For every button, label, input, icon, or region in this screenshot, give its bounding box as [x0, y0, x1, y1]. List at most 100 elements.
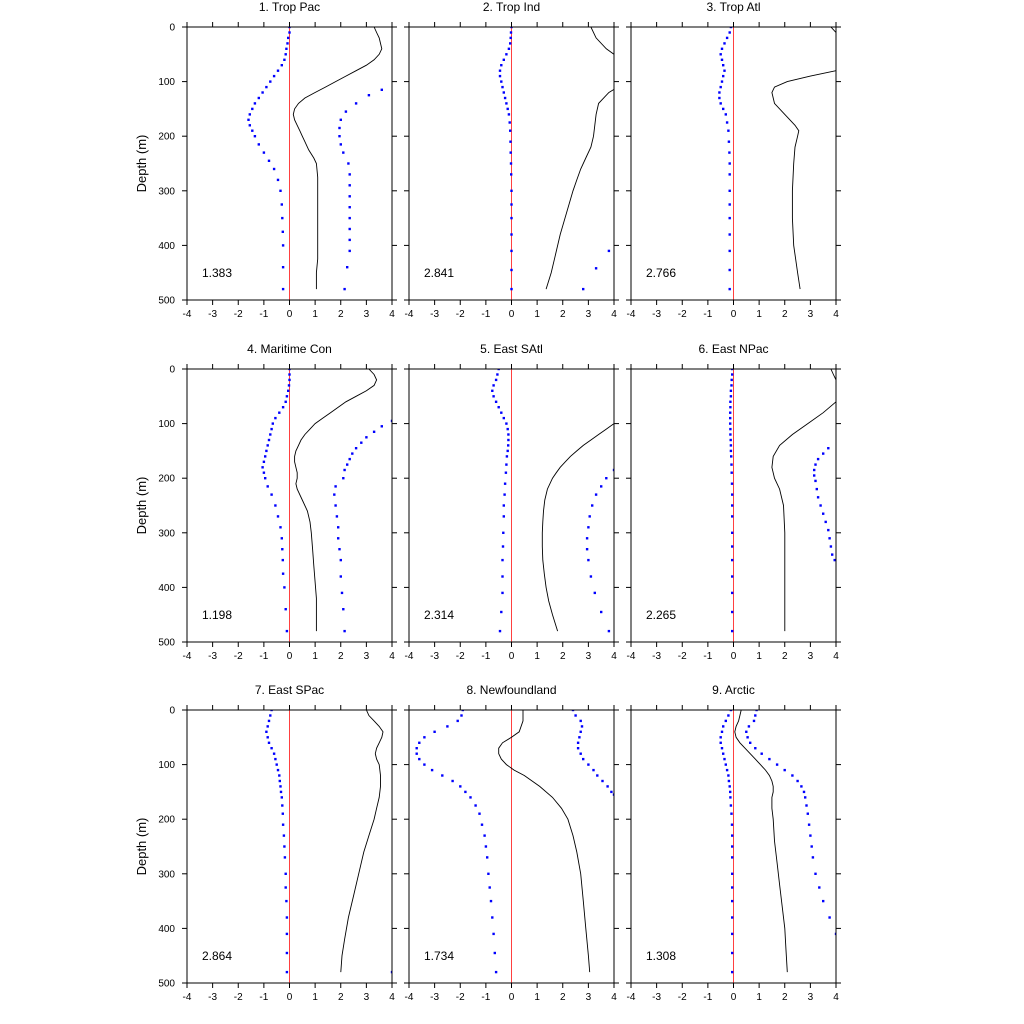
series-dot: [281, 216, 284, 220]
series-dot: [722, 64, 725, 67]
series-dot: [272, 74, 276, 78]
x-tick-label: 0: [731, 992, 737, 1003]
series-dot: [286, 42, 289, 45]
panel-title: 9. Arctic: [712, 683, 755, 697]
series-dot: [280, 537, 283, 540]
series-dot: [266, 444, 269, 447]
series-dot: [509, 36, 512, 40]
series-dot: [508, 121, 511, 124]
x-tick-label: 2: [338, 651, 344, 662]
series-dot: [335, 515, 339, 518]
series-dot: [596, 774, 599, 777]
series-dot: [729, 433, 732, 436]
series-dot: [492, 384, 495, 387]
x-tick-label: -4: [183, 309, 192, 320]
series-dot: [497, 369, 500, 371]
series-dot: [342, 477, 345, 480]
series-dot: [612, 793, 614, 796]
series-dot: [253, 102, 257, 105]
series-dot: [749, 741, 752, 744]
series-dot: [492, 932, 495, 936]
x-tick-label: 0: [287, 651, 293, 662]
series-dot: [270, 493, 273, 496]
series-dot: [731, 629, 734, 633]
series-dot: [802, 790, 806, 794]
series-dot: [730, 378, 733, 382]
series-dot: [265, 730, 268, 733]
plot-area: [247, 27, 383, 291]
series-dot: [731, 575, 734, 578]
series-dot: [582, 757, 585, 761]
y-tick-label: 100: [158, 77, 175, 88]
series-dot: [334, 485, 337, 488]
series-dot: [719, 736, 722, 739]
series-dot: [505, 455, 509, 458]
x-tick-label: -4: [627, 309, 636, 320]
series-dot: [729, 406, 732, 409]
series-dot: [827, 528, 830, 532]
series-dot: [731, 856, 734, 859]
series-dot: [594, 493, 598, 496]
plot-area: [729, 369, 836, 633]
y-tick-label: 200: [158, 132, 175, 143]
series-dot: [415, 747, 418, 750]
y-tick-label: 400: [158, 583, 175, 594]
series-dot: [729, 389, 733, 392]
x-tick-label: 4: [833, 992, 839, 1003]
series-dot: [365, 436, 368, 439]
series-dot: [796, 779, 799, 783]
series-dot: [731, 970, 734, 974]
series-dot: [287, 389, 290, 392]
series-dot: [729, 400, 732, 403]
series-dot: [423, 763, 426, 766]
series-dot: [418, 757, 421, 761]
series-dot: [262, 460, 266, 463]
x-tick-label: 3: [808, 992, 814, 1003]
series-dot: [491, 916, 494, 919]
series-dot: [285, 629, 289, 633]
series-dot: [504, 471, 508, 474]
series-dot: [460, 714, 463, 717]
series-dot: [270, 427, 273, 431]
stat-annotation: 2.766: [646, 266, 676, 280]
series-dot: [805, 804, 808, 807]
x-tick-label: 2: [782, 992, 788, 1003]
series-dot: [253, 135, 257, 138]
series-dot: [592, 768, 595, 772]
y-axis-title-row-3: Depth (m): [134, 818, 149, 876]
series-dot: [720, 730, 724, 733]
series-dot: [510, 268, 513, 272]
series-line: [771, 27, 836, 290]
series-dot: [494, 400, 498, 403]
series-dot: [730, 823, 734, 826]
series-dot: [579, 719, 582, 723]
series-dot: [582, 287, 585, 291]
series-dot: [754, 747, 757, 750]
series-dot: [506, 427, 509, 431]
panel-title: 3. Trop Atl: [706, 0, 760, 14]
series-dot: [390, 419, 392, 423]
series-dot: [337, 537, 340, 540]
series-dot: [731, 531, 734, 534]
series-dot: [722, 74, 725, 78]
panel-2: 2. Trop Ind -4 -3 -2 -1 0 1 2 3 4 2.841: [404, 0, 619, 320]
series-dot: [731, 369, 734, 371]
series-dot: [285, 932, 289, 936]
series-dot: [502, 531, 505, 534]
series-dot: [728, 203, 731, 206]
series-dot: [729, 438, 732, 442]
series-dot: [579, 752, 582, 755]
x-tick-label: -1: [481, 651, 490, 662]
series-dot: [507, 113, 511, 116]
series-dot: [257, 96, 260, 100]
series-dot: [283, 845, 286, 848]
series-dot: [601, 779, 604, 783]
series-dot: [285, 899, 288, 903]
series-dot: [607, 249, 611, 253]
series-dot: [248, 124, 251, 127]
x-tick-label: -4: [405, 992, 414, 1003]
series-dot: [281, 244, 285, 247]
series-dot: [283, 856, 287, 859]
series-dot: [498, 74, 502, 78]
series-dot: [731, 834, 734, 837]
